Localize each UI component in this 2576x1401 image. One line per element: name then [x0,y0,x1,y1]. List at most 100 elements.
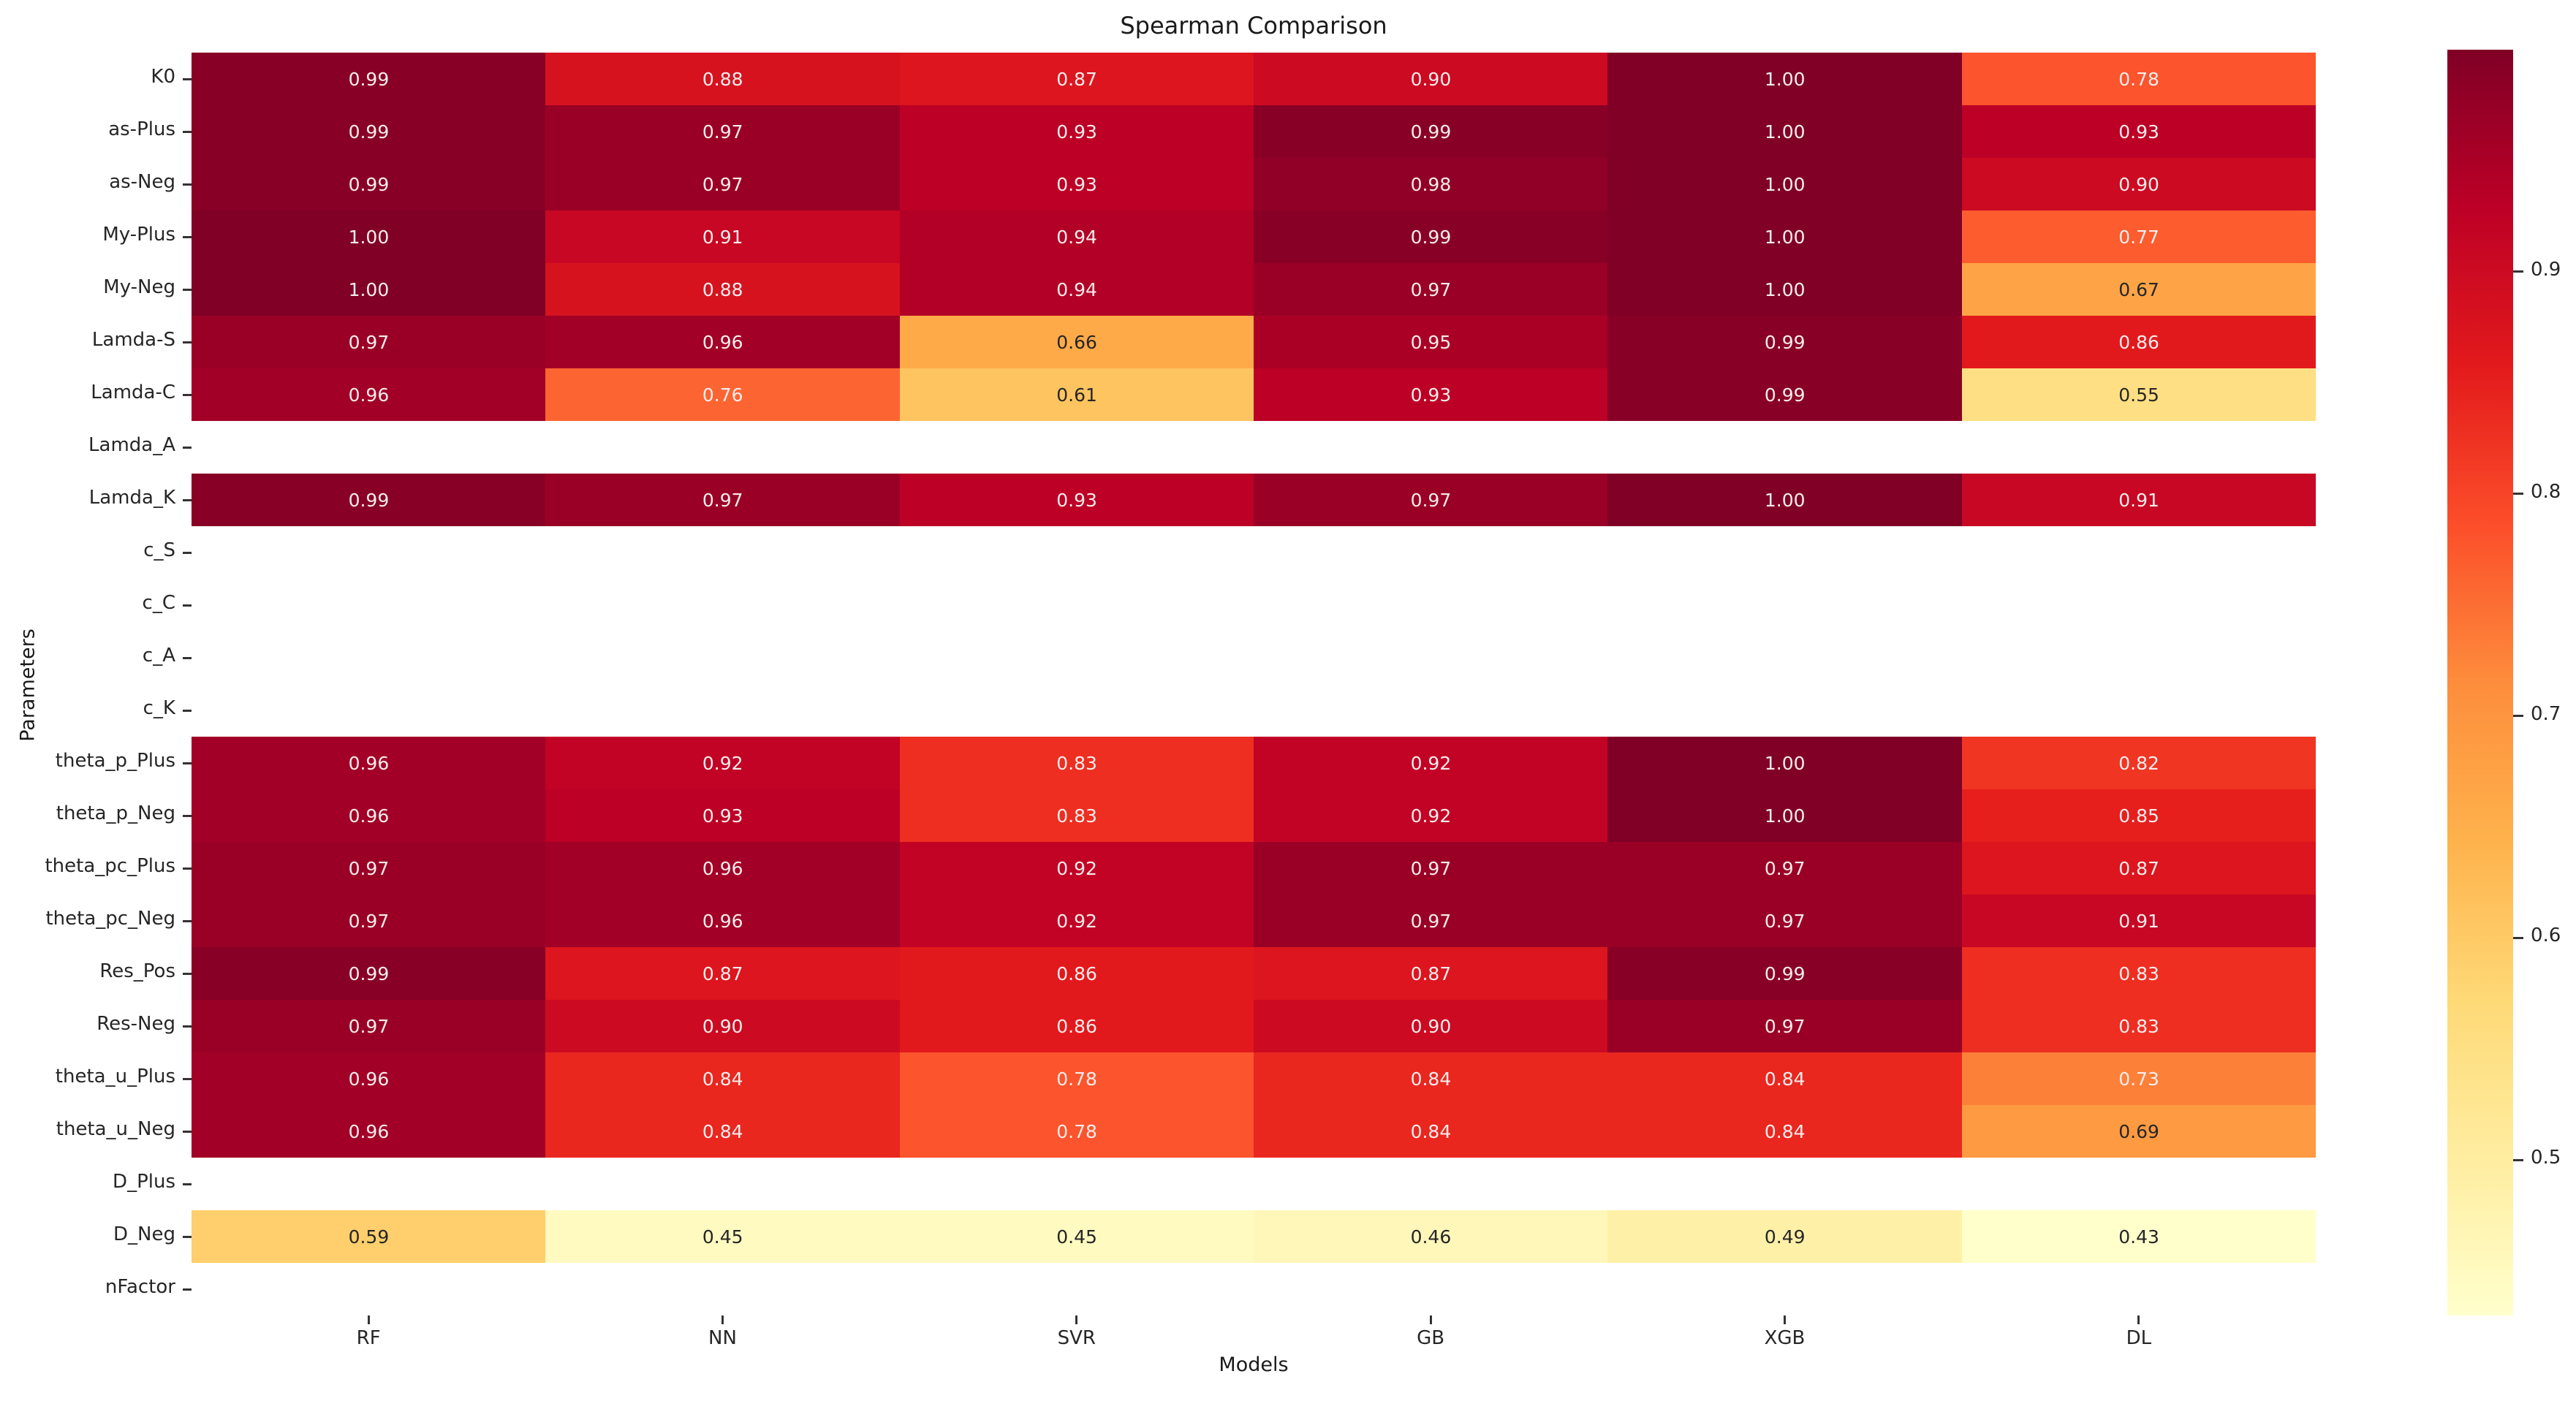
heatmap-cell-nFactor-XGB [1607,1263,1963,1316]
cell-value: 0.93 [2118,121,2159,143]
y-tick-label-theta_pc_Plus: theta_pc_Plus [45,855,175,877]
y-tick-mark [183,235,192,238]
heatmap-cell-c_C-NN [545,579,901,632]
cell-value: 0.97 [1764,1015,1806,1037]
heatmap-cell-c_C-XGB [1607,579,1963,632]
y-tick-mark [183,604,192,607]
heatmap-cell-D_Plus-DL [1961,1158,2316,1211]
cell-value: 0.96 [702,857,743,879]
heatmap-cell-Lamda_A-GB [1254,421,1608,474]
cell-value: 0.97 [1410,910,1452,932]
cell-value: 0.83 [1056,752,1097,774]
cell-value: 0.99 [1764,963,1806,984]
cell-value: 0.84 [702,1120,743,1142]
heatmap-cell-as-Plus-RF: 0.99 [192,105,546,159]
heatmap-cell-theta_p_Neg-GB: 0.92 [1254,789,1608,843]
heatmap-cell-My-Neg-SVR: 0.94 [899,263,1254,316]
heatmap-cell-theta_pc_Neg-XGB: 0.97 [1607,895,1963,948]
y-tick-mark [183,1025,192,1028]
heatmap-cell-as-Neg-RF: 0.99 [192,158,546,211]
heatmap-cell-as-Neg-XGB: 1.00 [1607,158,1963,211]
cell-value: 1.00 [1764,173,1806,195]
heatmap-cell-Res-Neg-DL: 0.83 [1961,1000,2316,1053]
heatmap-cell-D_Plus-SVR [899,1158,1254,1211]
heatmap-cell-c_S-DL [1961,526,2316,580]
heatmap-cell-theta_pc_Neg-GB: 0.97 [1254,895,1608,948]
colorbar-tick-mark [2513,270,2523,273]
cell-value: 0.45 [1056,1226,1097,1248]
heatmap-cell-Lamda-C-DL: 0.55 [1961,368,2316,422]
y-tick-mark [183,867,192,870]
heatmap-cell-My-Plus-RF: 1.00 [192,210,546,264]
heatmap-cell-theta_u_Neg-DL: 0.69 [1961,1105,2316,1158]
colorbar-tick-mark [2513,715,2523,718]
heatmap-cell-theta_p_Neg-NN: 0.93 [545,789,901,843]
cell-value: 0.77 [2118,226,2159,248]
heatmap-cell-Lamda_A-XGB [1607,421,1963,474]
cell-value: 0.86 [1056,1015,1097,1037]
heatmap-cell-Lamda_K-SVR: 0.93 [899,474,1254,527]
cell-value: 0.99 [1764,384,1806,406]
heatmap-cell-theta_u_Plus-SVR: 0.78 [899,1052,1254,1106]
heatmap-cell-Lamda_A-NN [545,421,901,474]
cell-value: 0.76 [702,384,743,406]
colorbar-tick-label-0.6: 0.6 [2531,924,2561,947]
cell-value: 0.96 [348,1068,390,1090]
cell-value: 0.85 [2118,805,2159,827]
heatmap-cell-theta_pc_Neg-DL: 0.91 [1961,895,2316,948]
heatmap-cell-theta_pc_Plus-SVR: 0.92 [899,842,1254,895]
colorbar-tick-label-0.9: 0.9 [2531,258,2561,281]
y-tick-label-D_Plus: D_Plus [113,1171,175,1193]
heatmap-cell-D_Neg-DL: 0.43 [1961,1210,2316,1264]
y-tick-label-c_S: c_S [143,539,175,561]
heatmap-cell-K0-XGB: 1.00 [1607,53,1963,106]
heatmap-cell-Res-Neg-NN: 0.90 [545,1000,901,1053]
cell-value: 0.97 [1410,489,1452,511]
cell-value: 0.99 [1410,121,1452,143]
cell-value: 0.96 [348,384,390,406]
cell-value: 0.78 [1056,1068,1097,1090]
y-tick-mark [183,77,192,80]
cell-value: 0.43 [2118,1226,2159,1248]
y-tick-mark [183,1077,192,1080]
cell-value: 0.93 [702,805,743,827]
cell-value: 0.92 [1056,857,1097,879]
y-tick-mark [183,551,192,554]
y-tick-mark [183,919,192,922]
heatmap-cell-Lamda-S-GB: 0.95 [1254,316,1608,369]
heatmap-cell-D_Neg-RF: 0.59 [192,1210,546,1264]
cell-value: 1.00 [348,226,390,248]
cell-value: 0.99 [348,489,390,511]
heatmap-cell-My-Plus-DL: 0.77 [1961,210,2316,264]
cell-value: 0.84 [1410,1068,1452,1090]
colorbar-tick-label-0.5: 0.5 [2531,1147,2561,1169]
heatmap-cell-Lamda_K-DL: 0.91 [1961,474,2316,527]
cell-value: 0.83 [1056,805,1097,827]
cell-value: 1.00 [1764,278,1806,300]
cell-value: 1.00 [1764,489,1806,511]
y-tick-label-My-Neg: My-Neg [103,276,175,298]
heatmap-cell-theta_u_Neg-XGB: 0.84 [1607,1105,1963,1158]
cell-value: 0.87 [702,963,743,984]
cell-value: 0.91 [2118,910,2159,932]
y-tick-label-c_K: c_K [143,697,175,719]
y-tick-label-theta_u_Plus: theta_u_Plus [55,1066,175,1087]
heatmap-cell-Lamda_K-NN: 0.97 [545,474,901,527]
heatmap-cell-theta_u_Plus-DL: 0.73 [1961,1052,2316,1106]
heatmap-cell-c_A-SVR [899,631,1254,685]
heatmap-cell-nFactor-RF [192,1263,546,1316]
heatmap-cell-Lamda-C-NN: 0.76 [545,368,901,422]
heatmap-cell-Lamda-C-SVR: 0.61 [899,368,1254,422]
cell-value: 0.61 [1056,384,1097,406]
heatmap-cell-theta_p_Neg-RF: 0.96 [192,789,546,843]
cell-value: 1.00 [1764,68,1806,90]
y-tick-label-theta_p_Plus: theta_p_Plus [55,750,175,772]
heatmap-cell-as-Plus-XGB: 1.00 [1607,105,1963,159]
cell-value: 0.90 [2118,173,2159,195]
y-tick-label-K0: K0 [151,66,175,88]
y-tick-label-theta_u_Neg: theta_u_Neg [56,1118,175,1140]
heatmap-cell-c_K-NN [545,684,901,737]
x-tick-label-SVR: SVR [1057,1327,1096,1349]
cell-value: 0.97 [702,489,743,511]
x-tick-label-NN: NN [708,1327,737,1349]
